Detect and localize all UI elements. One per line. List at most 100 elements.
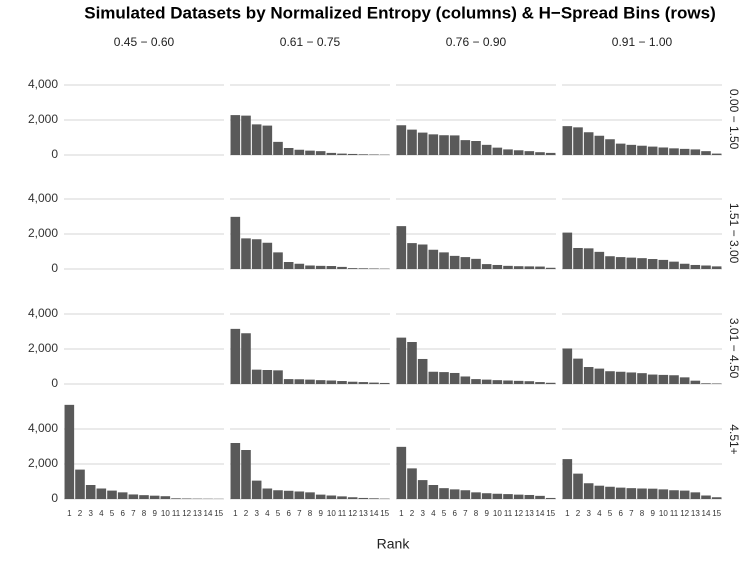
bar: [230, 216, 241, 269]
bar: [85, 485, 96, 499]
bar: [337, 266, 347, 269]
bar: [524, 266, 535, 269]
bar: [407, 468, 417, 499]
bar: [605, 256, 615, 269]
bar: [428, 485, 439, 499]
bar: [460, 490, 471, 499]
x-tick-label: 4: [431, 509, 436, 518]
bar: [347, 497, 358, 499]
x-tick-label: 15: [380, 509, 389, 518]
bar: [315, 265, 326, 269]
bar: [262, 488, 273, 499]
bar: [347, 381, 358, 384]
bar: [626, 488, 637, 499]
bar: [637, 373, 647, 384]
x-tick-label: 10: [659, 509, 668, 518]
bar: [171, 498, 181, 499]
bar: [305, 265, 315, 269]
bar: [407, 342, 417, 384]
bar: [647, 374, 658, 384]
bar: [535, 152, 545, 155]
bar: [428, 371, 439, 384]
y-tick-label: 4,000: [28, 421, 58, 435]
bar: [535, 382, 545, 384]
bar: [701, 265, 711, 269]
bar: [524, 494, 535, 499]
x-tick-label: 15: [712, 509, 721, 518]
bar: [669, 148, 679, 155]
bar: [711, 266, 722, 269]
x-tick-label: 5: [110, 509, 115, 518]
bar: [658, 259, 669, 269]
bar: [545, 267, 556, 269]
bar: [524, 381, 535, 384]
bar: [75, 469, 85, 499]
x-tick-label: 13: [691, 509, 700, 518]
bar: [471, 258, 481, 269]
bar: [460, 376, 471, 384]
bar: [107, 490, 117, 499]
bar: [396, 125, 407, 155]
bar: [615, 487, 626, 499]
bar: [358, 154, 369, 155]
bar: [647, 146, 658, 155]
x-tick-label: 4: [99, 509, 104, 518]
bar: [117, 492, 128, 499]
bar: [294, 263, 305, 269]
bar: [347, 153, 358, 155]
bar: [417, 480, 428, 499]
y-tick-label: 0: [51, 491, 58, 505]
bar: [315, 380, 326, 384]
bar: [583, 248, 594, 269]
x-tick-label: 11: [338, 509, 347, 518]
bar: [605, 139, 615, 155]
bar: [369, 382, 379, 384]
bar: [583, 367, 594, 384]
bar: [315, 151, 326, 155]
y-tick-label: 0: [51, 376, 58, 390]
bar: [615, 143, 626, 155]
x-tick-label: 2: [410, 509, 415, 518]
x-tick-label: 5: [442, 509, 447, 518]
bar: [711, 383, 722, 384]
bar: [337, 153, 347, 155]
bar: [369, 268, 379, 269]
bar: [492, 493, 503, 499]
bar: [358, 497, 369, 499]
x-tick-label: 10: [161, 509, 170, 518]
x-tick-label: 14: [702, 509, 711, 518]
bar: [407, 243, 417, 269]
bar: [241, 115, 251, 155]
bar: [230, 443, 241, 499]
x-tick-label: 15: [546, 509, 555, 518]
bar: [305, 492, 315, 499]
bar: [594, 135, 605, 155]
x-tick-label: 8: [142, 509, 147, 518]
x-tick-label: 5: [608, 509, 613, 518]
bar: [658, 489, 669, 499]
x-tick-label: 9: [318, 509, 323, 518]
bar: [562, 232, 573, 269]
chart-title: Simulated Datasets by Normalized Entropy…: [84, 3, 716, 22]
bar: [524, 151, 535, 155]
bar: [573, 473, 583, 499]
x-tick-label: 6: [120, 509, 125, 518]
bar: [658, 374, 669, 384]
bar: [428, 134, 439, 155]
x-tick-label: 2: [78, 509, 83, 518]
bar: [690, 149, 701, 155]
bar: [513, 380, 524, 384]
bar: [513, 266, 524, 269]
bar: [428, 249, 439, 269]
x-tick-label: 13: [359, 509, 368, 518]
bar: [460, 257, 471, 269]
bar: [573, 248, 583, 269]
bar: [294, 379, 305, 384]
bar: [369, 154, 379, 155]
bar: [347, 268, 358, 269]
bar: [417, 244, 428, 269]
y-tick-label: 2,000: [28, 456, 58, 470]
x-tick-label: 6: [618, 509, 623, 518]
bar: [251, 124, 262, 155]
bar: [262, 125, 273, 155]
